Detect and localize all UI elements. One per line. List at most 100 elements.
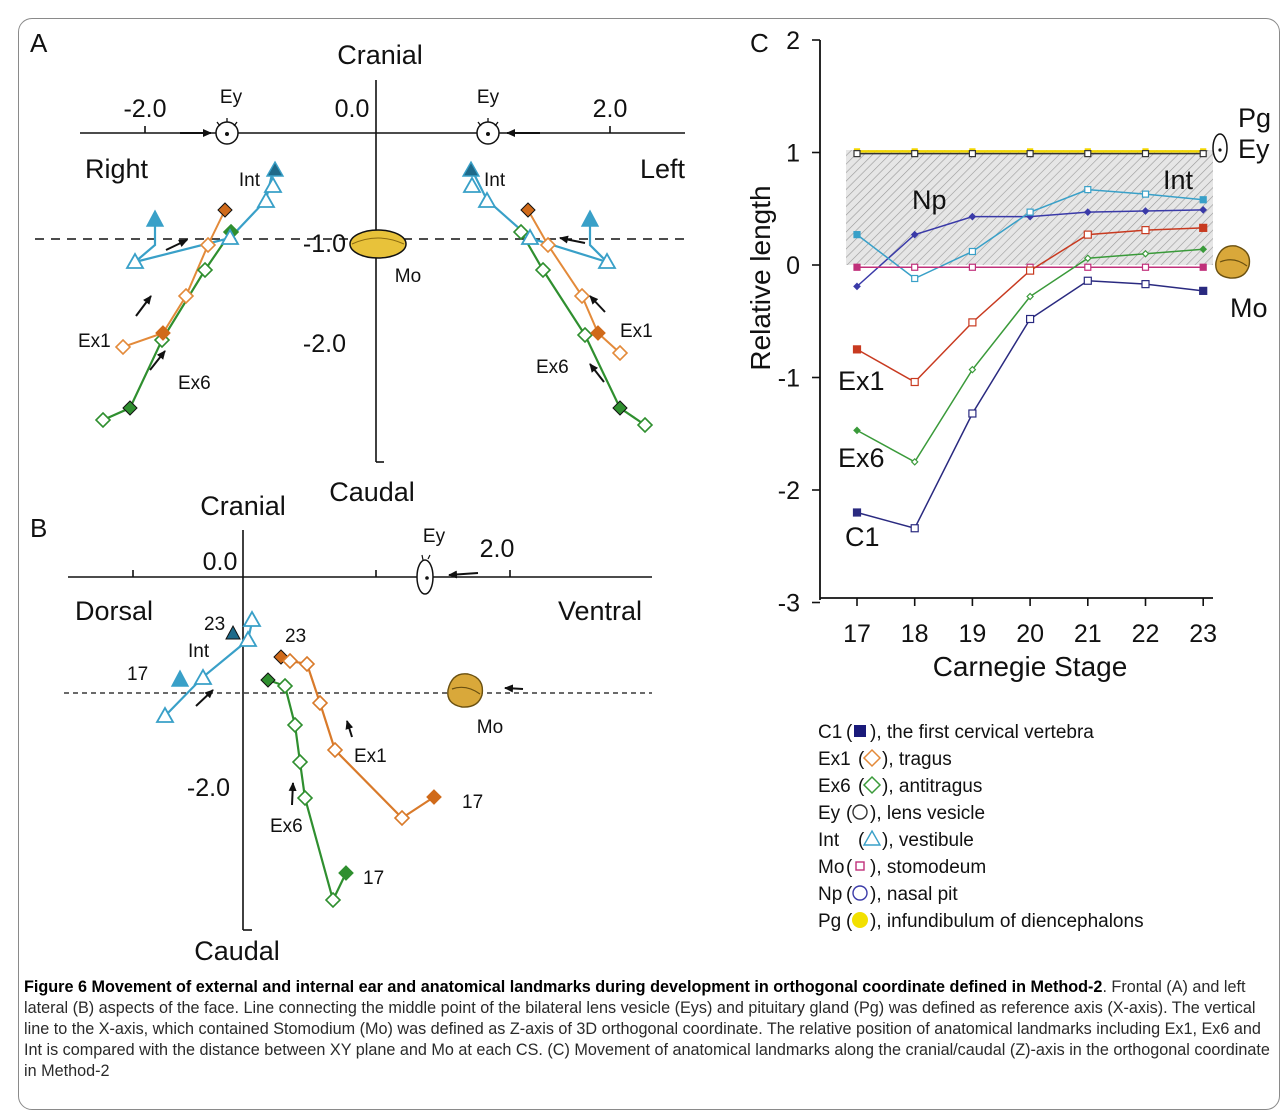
panel-b-tick-pos2: 2.0	[480, 535, 515, 563]
point-ex1	[910, 377, 919, 387]
legend-name: Np	[818, 884, 842, 905]
legend-square-icon	[855, 861, 865, 871]
legend-paren: (	[858, 749, 865, 770]
point-c1	[1141, 280, 1150, 289]
point-np	[853, 282, 861, 291]
point-ex1	[1141, 226, 1150, 235]
legend-paren: (	[846, 884, 853, 905]
series-label-mo: Mo	[1230, 293, 1268, 323]
panel-a-tick-0: 0.0	[335, 95, 370, 123]
panel-a-ex1-right-track	[122, 209, 226, 348]
legend-circle-icon	[852, 804, 868, 820]
legend-item-mo: Mo(), stomodeum	[818, 857, 986, 878]
point-np	[1083, 208, 1092, 216]
legend-description: ), infundibulum of diencephalons	[870, 911, 1144, 932]
panel-b-17-int-label: 17	[127, 664, 148, 685]
panel-a-letter: A	[30, 28, 48, 58]
point-np	[1141, 207, 1150, 215]
legend-item-c1: C1( ), the first cervical vertebra	[818, 722, 1094, 743]
legend-paren: (	[846, 857, 853, 878]
panel-c-ylabel: Relative length	[745, 185, 776, 370]
y-tick-label: -3	[778, 590, 800, 618]
panel-b-cranial-label: Cranial	[200, 491, 286, 521]
panel-b-letter: B	[30, 513, 47, 543]
panel-a-ex1-right-label: Ex1	[78, 331, 111, 352]
y-tick-label: 2	[786, 27, 800, 55]
point-ey	[968, 150, 977, 158]
panel-a-tick-neg1: -1.0	[303, 230, 346, 258]
panel-b-ventral-label: Ventral	[558, 596, 642, 626]
panel-b-tick-0: 0.0	[203, 548, 238, 576]
panel-a-ey-right-label: Ey	[220, 87, 243, 108]
point-np	[910, 230, 919, 239]
point-ex6	[1199, 245, 1208, 254]
figure-frame	[18, 18, 1280, 1110]
panel-b-ex6-label: Ex6	[270, 816, 303, 837]
panel-b-ex6-track	[267, 678, 347, 904]
x-tick-label: 18	[901, 620, 929, 648]
legend-description: ), tragus	[882, 749, 952, 770]
panel-c-shaded-region	[846, 150, 1213, 265]
point-mo	[853, 263, 861, 271]
panel-c-series	[852, 148, 1208, 533]
panel-a: A Cranial Caudal Right Left -2.0 0.0 2.0…	[30, 28, 686, 507]
panel-b-mouth-icon	[447, 673, 484, 708]
y-tick-label: 0	[786, 252, 800, 280]
point-ex1	[1025, 266, 1035, 275]
panel-a-tick-neg2: -2.0	[123, 95, 166, 123]
panel-b-int-label: Int	[188, 641, 210, 662]
legend-name: Int	[818, 830, 840, 851]
point-c1	[1083, 276, 1092, 285]
point-int	[911, 274, 919, 283]
point-int	[1141, 190, 1150, 198]
legend-description: ), the first cervical vertebra	[870, 722, 1094, 743]
panel-b-int-track	[164, 621, 254, 717]
point-mo	[1141, 263, 1150, 271]
legend-description: ), nasal pit	[870, 884, 958, 905]
legend-description: ), stomodeum	[870, 857, 986, 878]
point-ex1	[968, 318, 977, 327]
point-ey	[1084, 150, 1092, 158]
panel-c-x-ticks: 17 18 19 20 21 22 23	[843, 598, 1217, 648]
panel-b-mo-label: Mo	[477, 717, 503, 738]
panel-a-eye-left-icon	[476, 118, 500, 145]
panel-b-eye-icon	[416, 554, 434, 595]
point-ey	[1026, 150, 1034, 158]
point-ey	[1141, 150, 1150, 158]
point-ey	[853, 150, 861, 158]
legend-square-icon	[854, 725, 866, 737]
legend-item-int: Int (), vestibule	[818, 829, 974, 851]
x-tick-label: 23	[1189, 620, 1217, 648]
caption-text: . Frontal (A) and left lateral (B) aspec…	[24, 978, 1270, 1080]
panel-b-ey-label: Ey	[423, 526, 446, 547]
panel-b-23-int-label: 23	[204, 614, 225, 635]
legend-item-ey: Ey(), lens vesicle	[818, 803, 985, 824]
panel-b-caudal-label: Caudal	[194, 936, 280, 966]
panel-a-ex6-left-label: Ex6	[536, 357, 569, 378]
series-label-np: Np	[912, 185, 947, 215]
legend-diamond-icon	[862, 775, 882, 795]
legend-triangle-icon	[862, 829, 882, 846]
legend-item-ex1: Ex1 (), tragus	[818, 748, 952, 770]
panel-a-int-left-track	[471, 169, 608, 264]
point-ey	[911, 150, 919, 158]
legend-paren: (	[858, 830, 865, 851]
panel-a-tick-pos2: 2.0	[593, 95, 628, 123]
panel-a-ex6-right-label: Ex6	[178, 373, 211, 394]
legend-diamond-icon	[862, 748, 882, 768]
legend-name: C1	[818, 722, 842, 743]
panel-c-legend: C1(), the first cervical vertebraEx1(), …	[818, 722, 1144, 932]
point-ex6	[1083, 254, 1092, 263]
caption-title: Figure 6 Movement of external and intern…	[24, 978, 1103, 996]
x-tick-label: 22	[1132, 620, 1160, 648]
legend-paren: (	[846, 911, 853, 932]
series-line-ex6	[856, 248, 1204, 463]
figure-caption: Figure 6 Movement of external and intern…	[24, 977, 1278, 1082]
panel-c-mouth-icon	[1215, 245, 1251, 279]
legend-paren: (	[846, 722, 853, 743]
panel-a-mouth-icon	[349, 229, 407, 259]
panel-c-eye-icon	[1212, 133, 1228, 163]
point-ey	[1199, 150, 1207, 158]
legend-name: Pg	[818, 911, 841, 932]
legend-name: Ex6	[818, 776, 851, 797]
